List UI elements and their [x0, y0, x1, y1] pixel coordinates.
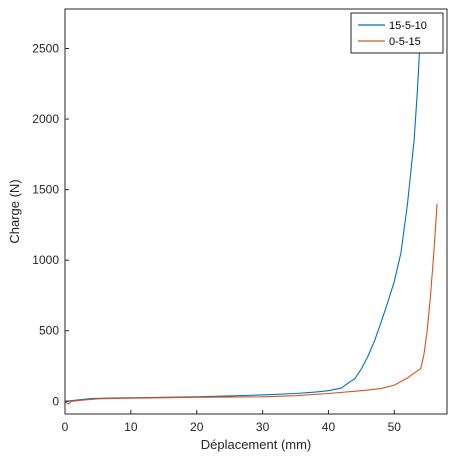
y-tick-label: 1500: [32, 183, 59, 197]
x-tick-label: 50: [388, 420, 402, 434]
y-axis-ticks: 0 500 1000 1500 2000 2500: [32, 42, 69, 408]
y-tick-label: 2000: [32, 112, 59, 126]
series-layer: [64, 28, 438, 405]
legend-label-series-1: 15-5-10: [389, 20, 427, 32]
y-tick-label: 1000: [32, 253, 59, 267]
x-tick-label: 30: [256, 420, 270, 434]
x-axis-title: Déplacement (mm): [201, 437, 312, 452]
series-line-2: [64, 203, 438, 405]
series-line-1: [64, 28, 422, 402]
legend-label-series-2: 0-5-15: [389, 36, 421, 48]
legend-box: [350, 12, 444, 54]
y-tick-label: 500: [39, 324, 59, 338]
y-axis-title: Charge (N): [7, 179, 22, 243]
x-axis-ticks: 0 10 20 30 40 50: [62, 410, 402, 434]
x-tick-label: 0: [62, 420, 69, 434]
x-tick-label: 20: [190, 420, 204, 434]
plot-frame: [64, 8, 448, 415]
y-tick-label: 2500: [32, 42, 59, 56]
legend: 15-5-10 0-5-15: [350, 12, 444, 54]
y-tick-label: 0: [52, 394, 59, 408]
x-tick-label: 10: [124, 420, 138, 434]
x-tick-label: 40: [322, 420, 336, 434]
